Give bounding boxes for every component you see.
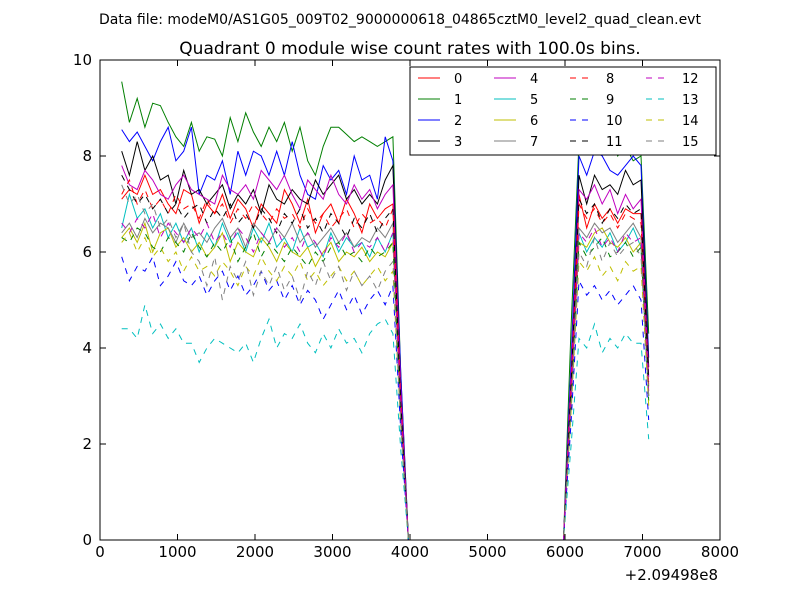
legend-label-13: 13 xyxy=(682,93,699,108)
x-tick-label: 7000 xyxy=(623,543,661,561)
figure-suptitle: Data file: modeM0/AS1G05_009T02_90000006… xyxy=(99,12,701,28)
x-tick-label: 3000 xyxy=(313,543,351,561)
chart-title: Quadrant 0 module wise count rates with … xyxy=(179,39,640,59)
legend-label-10: 10 xyxy=(606,114,623,129)
x-tick-label: 6000 xyxy=(546,543,584,561)
legend-label-15: 15 xyxy=(682,135,699,150)
legend-label-5: 5 xyxy=(530,93,538,108)
legend-label-12: 12 xyxy=(682,72,699,87)
y-tick-label: 4 xyxy=(82,339,92,357)
y-tick-label: 10 xyxy=(73,51,92,69)
x-tick-label: 2000 xyxy=(236,543,274,561)
x-tick-label: 1000 xyxy=(158,543,196,561)
legend-label-8: 8 xyxy=(606,72,614,87)
series-line-8 xyxy=(121,178,650,541)
y-tick-label: 8 xyxy=(82,147,92,165)
legend-label-3: 3 xyxy=(454,135,462,150)
legend-label-6: 6 xyxy=(530,114,538,129)
y-tick-label: 0 xyxy=(82,531,92,549)
legend-box xyxy=(409,66,717,156)
legend-label-1: 1 xyxy=(454,93,462,108)
x-tick-label: 4000 xyxy=(391,543,429,561)
x-offset-label: +2.09498e8 xyxy=(625,566,718,584)
series-line-10 xyxy=(121,255,650,541)
legend-label-2: 2 xyxy=(454,114,462,129)
y-tick-label: 2 xyxy=(82,435,92,453)
x-tick-label: 0 xyxy=(95,543,105,561)
x-tick-label: 8000 xyxy=(701,543,739,561)
legend-label-11: 11 xyxy=(606,135,623,150)
legend-label-0: 0 xyxy=(454,72,462,87)
legend-label-9: 9 xyxy=(606,93,614,108)
legend-label-4: 4 xyxy=(530,72,538,87)
legend-label-7: 7 xyxy=(530,135,538,150)
y-tick-label: 6 xyxy=(82,243,92,261)
x-tick-label: 5000 xyxy=(468,543,506,561)
legend-label-14: 14 xyxy=(682,114,699,129)
